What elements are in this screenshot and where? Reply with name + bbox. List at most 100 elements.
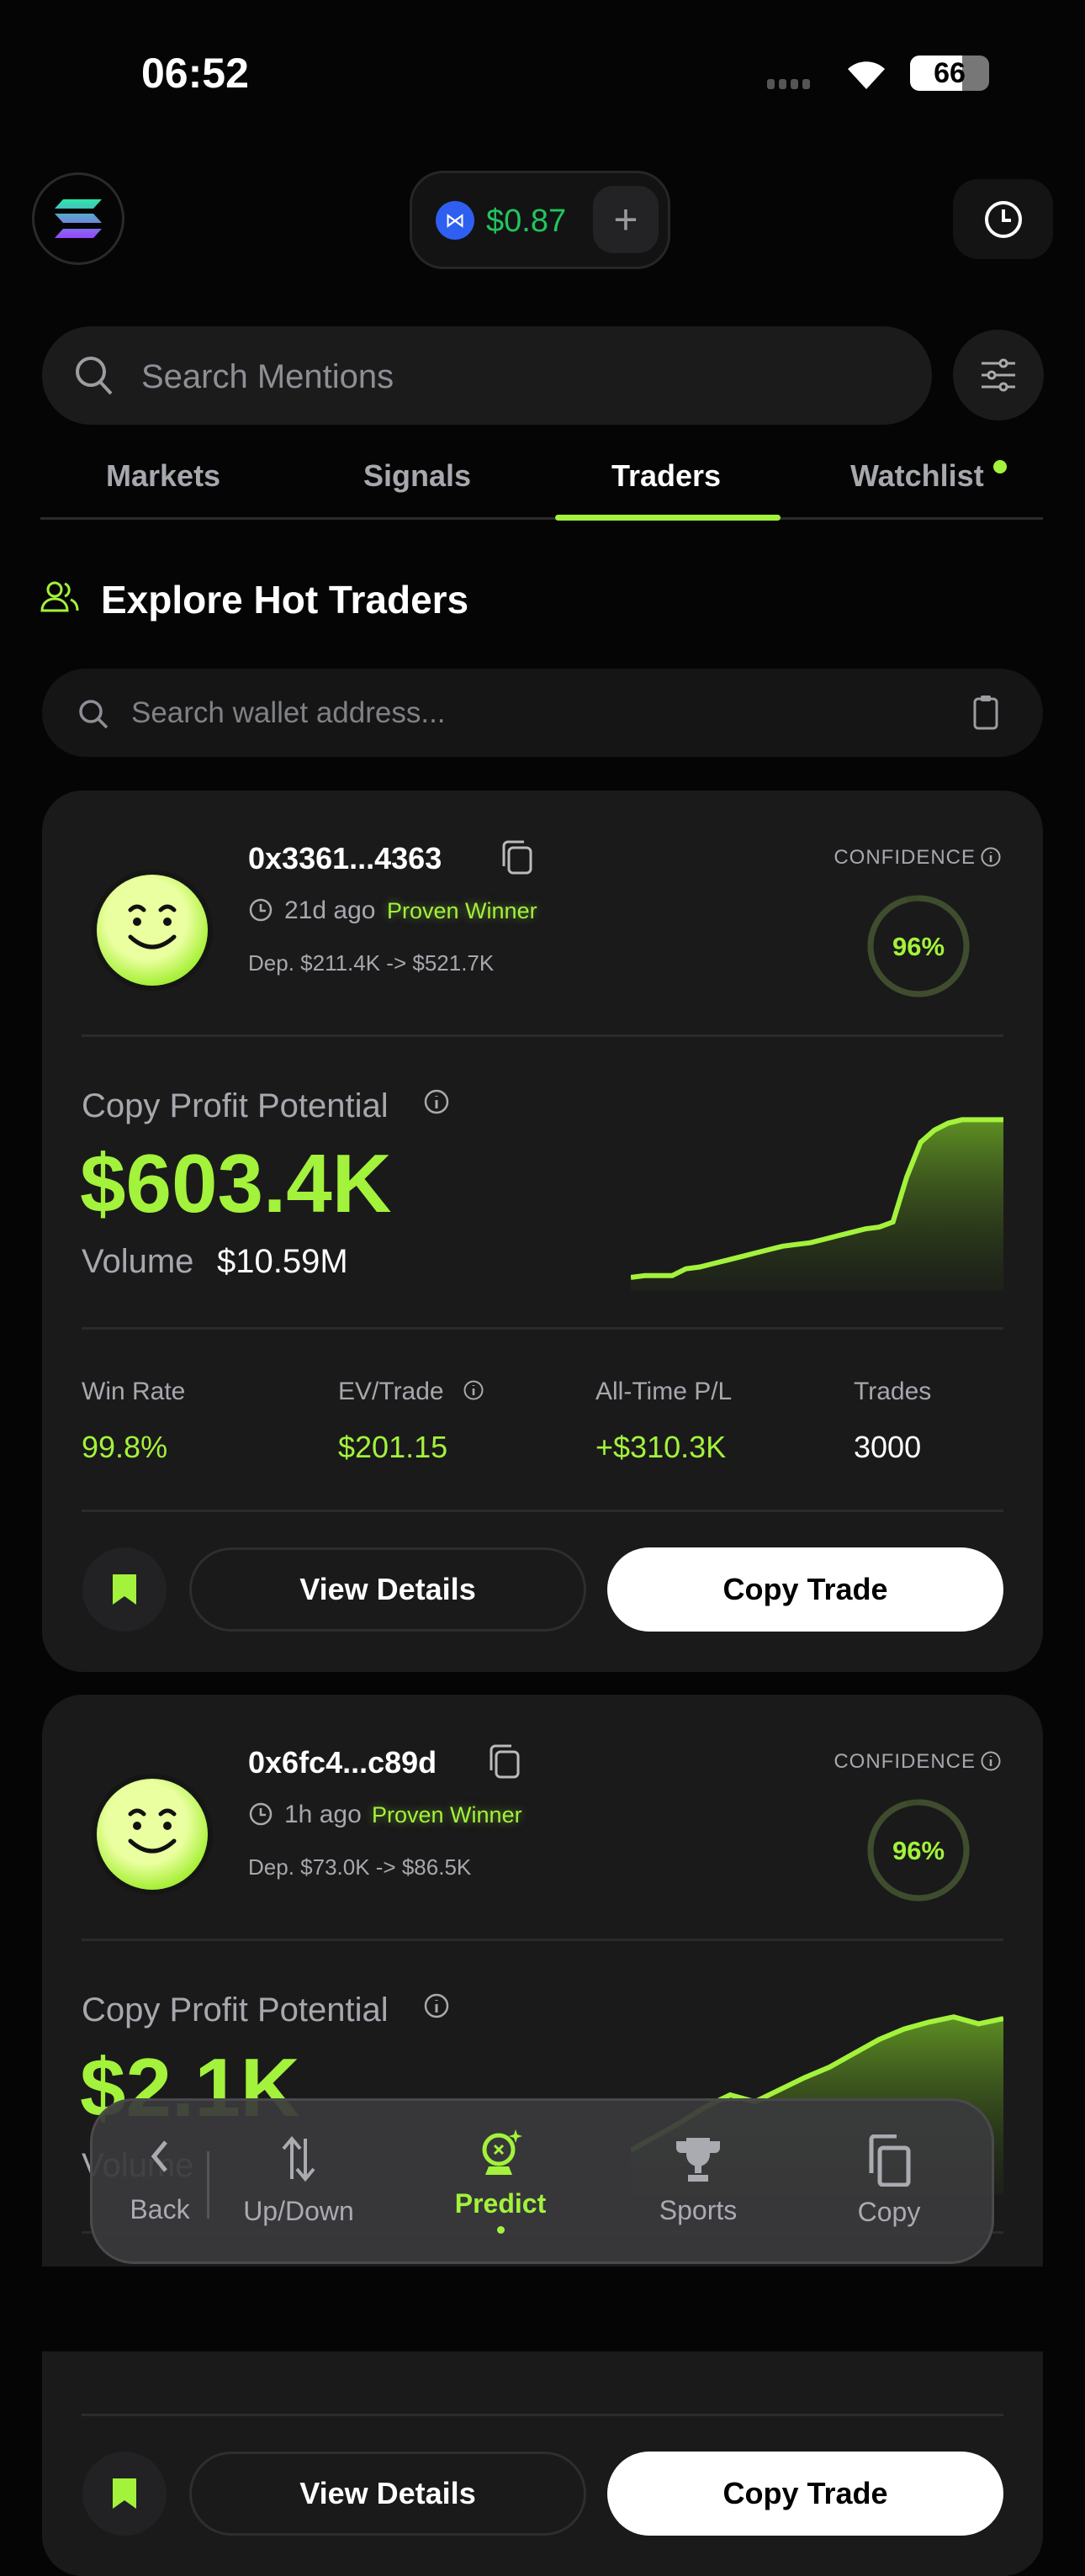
stat-label: Trades (854, 1378, 932, 1405)
view-details-button[interactable]: View Details (189, 2452, 586, 2536)
info-icon[interactable] (423, 1088, 450, 1115)
wallet-search-placeholder: Search wallet address... (131, 696, 446, 729)
history-button[interactable] (953, 179, 1053, 259)
active-nav-dot (496, 2225, 505, 2234)
nav-predict-label: Predict (454, 2187, 547, 2219)
confidence-ring (867, 895, 970, 997)
nav-back-label: Back (130, 2194, 190, 2224)
stat-value: +$310.3K (595, 1430, 727, 1464)
wallet-search-input[interactable]: Search wallet address... (42, 669, 1043, 757)
app-logo-button[interactable] (32, 172, 124, 265)
status-time: 06:52 (141, 50, 249, 97)
info-icon[interactable] (423, 1992, 450, 2019)
search-mentions-input[interactable]: Search Mentions (42, 326, 932, 425)
trader-card: 0x3361...4363 21d ago Proven Winner Dep.… (42, 791, 1043, 1672)
search-icon (79, 700, 108, 729)
nav-predict[interactable]: Predict (429, 2101, 572, 2261)
nav-sports[interactable]: Sports (627, 2101, 770, 2261)
copy-trade-label: Copy Trade (722, 2476, 888, 2510)
paste-clipboard-icon[interactable] (972, 694, 999, 731)
tab-signals[interactable]: Signals (363, 458, 472, 493)
copy-trade-button[interactable]: Copy Trade (607, 2452, 1003, 2536)
proven-winner-badge: Proven Winner (387, 898, 537, 923)
info-icon[interactable] (980, 1750, 1002, 1772)
bottom-nav-bar: Back Up/Down Predict Sports Copy (90, 2098, 994, 2264)
bookmark-icon (113, 1574, 136, 1605)
confidence-value: 96% (892, 932, 945, 961)
stat-label: All-Time P/L (595, 1378, 733, 1405)
stat-value: 99.8% (82, 1430, 168, 1464)
divider (82, 1327, 1003, 1330)
nav-separator (207, 2151, 209, 2219)
nav-copy[interactable]: Copy (818, 2101, 961, 2261)
watchlist-badge-dot (993, 460, 1007, 473)
search-icon (76, 357, 113, 395)
sparkline-area (631, 1119, 1003, 1291)
add-funds-button[interactable]: + (593, 186, 659, 253)
search-placeholder: Search Mentions (141, 358, 394, 395)
active-tab-indicator (555, 515, 781, 521)
filter-button[interactable] (953, 330, 1044, 421)
tabs-divider (40, 517, 1043, 520)
users-icon (40, 581, 79, 612)
deposit-info: Dep. $211.4K -> $521.7K (248, 950, 495, 976)
info-icon[interactable] (980, 846, 1002, 868)
view-details-button[interactable]: View Details (189, 1547, 586, 1632)
balance-pill[interactable]: ⋈ $0.87 + (410, 171, 670, 269)
trader-age: 21d ago (284, 897, 376, 924)
view-details-label: View Details (299, 2476, 476, 2510)
info-icon[interactable] (463, 1379, 484, 1401)
smiley-face-icon (128, 1808, 177, 1854)
stat-label: EV/Trade (338, 1378, 444, 1405)
confidence-label: CONFIDENCE (834, 1750, 976, 1773)
nav-up-down[interactable]: Up/Down (227, 2101, 370, 2261)
nav-copy-label: Copy (857, 2197, 921, 2227)
signal-icon (767, 79, 810, 89)
balance-value: $0.87 (486, 204, 567, 239)
tab-markets[interactable]: Markets (106, 458, 221, 493)
confidence-label: CONFIDENCE (834, 846, 976, 869)
view-details-label: View Details (299, 1572, 476, 1606)
profit-sparkline-chart (631, 1117, 1003, 1291)
bookmark-button[interactable] (82, 1547, 167, 1632)
copy-trade-button[interactable]: Copy Trade (607, 1547, 1003, 1632)
copy-icon (869, 2134, 911, 2187)
nav-sports-label: Sports (659, 2195, 738, 2225)
trader-avatar (97, 1779, 208, 1890)
smiley-face-icon (128, 904, 177, 949)
clock-icon (984, 200, 1022, 238)
confidence-ring-progress (867, 1799, 970, 1902)
volume-value: $10.59M (217, 1243, 348, 1280)
trophy-icon (676, 2138, 720, 2182)
stat-value: $201.15 (338, 1430, 448, 1464)
copy-trade-label: Copy Trade (722, 1572, 888, 1606)
tab-traders[interactable]: Traders (611, 458, 722, 493)
copy-profit-value: $603.4K (80, 1137, 392, 1230)
tab-watchlist[interactable]: Watchlist (850, 458, 984, 493)
clock-icon (249, 898, 273, 922)
confidence-value: 96% (892, 1836, 945, 1865)
copy-profit-label: Copy Profit Potential (82, 1087, 389, 1124)
bookmark-button[interactable] (82, 2452, 167, 2536)
divider (82, 1034, 1003, 1037)
section-title: Explore Hot Traders (101, 578, 469, 622)
plus-icon: + (613, 196, 638, 243)
crystal-ball-icon (482, 2129, 522, 2175)
trader-avatar (97, 875, 208, 986)
arrows-up-down-icon (282, 2135, 315, 2182)
trader-address: 0x3361...4363 (248, 841, 442, 875)
battery-level: 66 (934, 56, 966, 89)
proven-winner-badge: Proven Winner (372, 1802, 522, 1828)
bottom-safe-area (0, 2267, 1085, 2351)
nav-back[interactable]: Back (109, 2101, 210, 2261)
confidence-ring (867, 1799, 970, 1902)
copy-address-icon[interactable] (488, 1743, 521, 1780)
deposit-info: Dep. $73.0K -> $86.5K (248, 1854, 472, 1880)
battery-icon: 66 (910, 56, 989, 91)
copy-address-icon[interactable] (500, 839, 534, 876)
bookmark-icon (113, 2478, 136, 2509)
volume-label: Volume (82, 1243, 194, 1280)
trader-age: 1h ago (284, 1801, 362, 1828)
nav-up-down-label: Up/Down (243, 2196, 354, 2226)
sparkline-line (631, 1117, 1003, 1280)
